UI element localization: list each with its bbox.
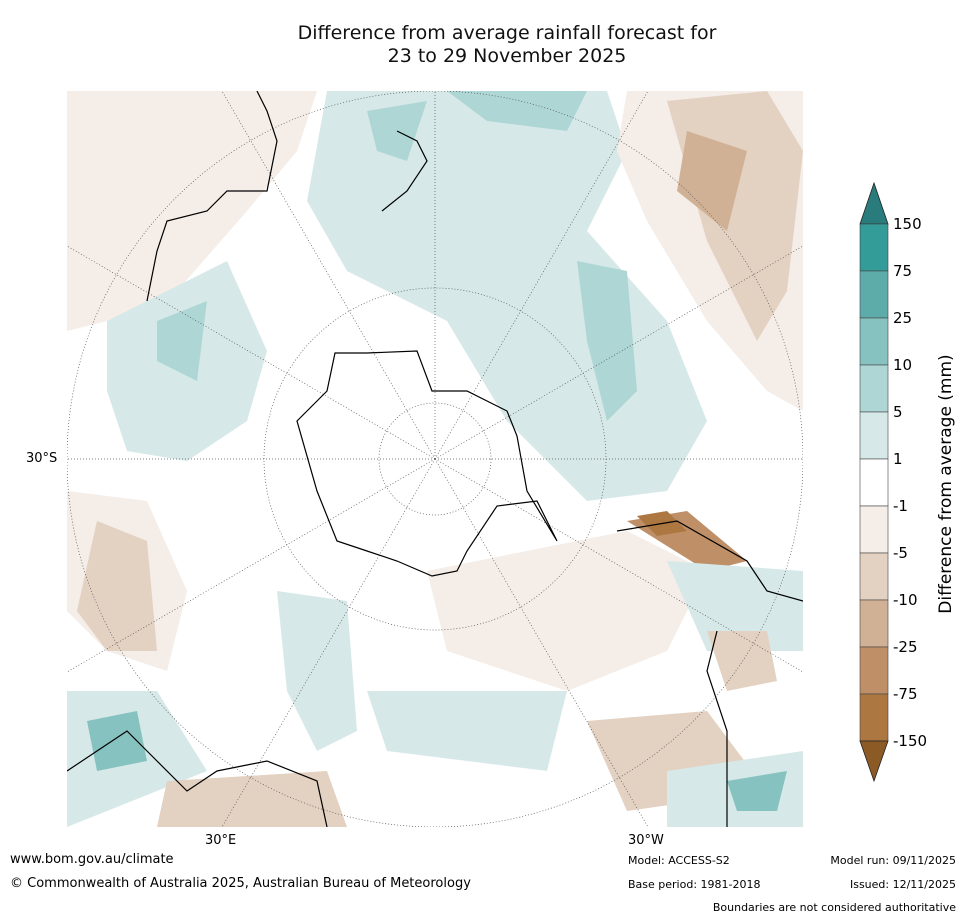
colorbar-under-arrow (859, 740, 889, 783)
disclaimer: Boundaries are not considered authoritat… (712, 901, 956, 914)
colorbar-tick-label: 25 (893, 309, 913, 327)
colorbar-tick-label: 75 (893, 262, 913, 280)
map-title-line2: 23 to 29 November 2025 (387, 45, 627, 67)
colorbar-segment (859, 693, 889, 742)
africa-outline (67, 730, 328, 827)
colorbar-title: Difference from average (mm) (936, 354, 956, 614)
colorbar-segment (859, 317, 889, 366)
colorbar-segment (859, 552, 889, 601)
lon-label-30w: 30°W (628, 833, 664, 848)
colorbar-segment (859, 364, 889, 413)
coastlines (67, 91, 803, 827)
colorbar-segment (859, 458, 889, 507)
australia-outline (146, 91, 278, 302)
colorbar-tick-label: -10 (893, 591, 918, 609)
colorbar-tick-label: 10 (893, 356, 913, 374)
base-period-label: Base period: 1981-2018 (628, 878, 761, 891)
colorbar-tick-label: -5 (893, 544, 908, 562)
model-run-label: Model run: 09/11/2025 (830, 854, 956, 867)
issued-label: Issued: 12/11/2025 (849, 878, 956, 891)
lat-label-30s: 30°S (26, 451, 58, 466)
copyright: © Commonwealth of Australia 2025, Austra… (10, 876, 471, 891)
colorbar-tick-label: 5 (893, 403, 903, 421)
colorbar-tick-label: -150 (893, 732, 928, 750)
colorbar-tick-label: -25 (893, 638, 918, 656)
colorbar-tick-label: -1 (893, 497, 908, 515)
colorbar-segment (859, 223, 889, 272)
colorbar-over-arrow (859, 181, 889, 225)
anomaly-shading (67, 91, 803, 827)
website-link[interactable]: www.bom.gov.au/climate (10, 852, 174, 867)
colorbar-segment (859, 505, 889, 554)
model-label: Model: ACCESS-S2 (628, 854, 730, 867)
antarctica-outline (296, 350, 558, 577)
lon-label-30e: 30°E (205, 833, 237, 848)
colorbar-segment (859, 646, 889, 695)
colorbar-tick-label: 1 (893, 450, 903, 468)
map-title-line1: Difference from average rainfall forecas… (297, 22, 717, 44)
colorbar-segment (859, 270, 889, 319)
south-america-outline (616, 520, 803, 827)
new-zealand-outline (381, 130, 428, 212)
colorbar (859, 181, 889, 783)
colorbar-segment (859, 411, 889, 460)
rainfall-anomaly-map (67, 91, 803, 827)
colorbar-tick-label: -75 (893, 685, 918, 703)
colorbar-segment (859, 599, 889, 648)
colorbar-tick-label: 150 (893, 215, 922, 233)
graticule (67, 91, 803, 827)
